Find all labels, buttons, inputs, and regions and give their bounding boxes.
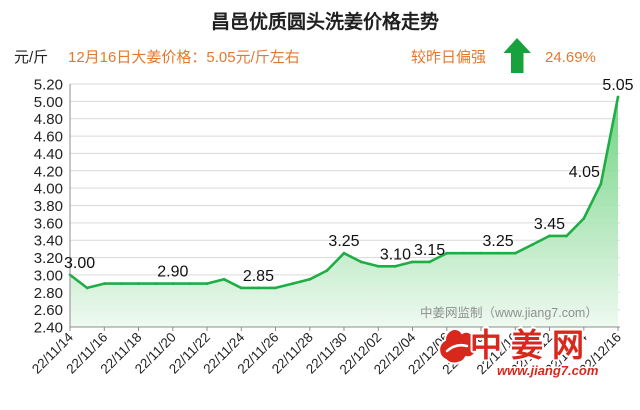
- y-tick-label: 4.20: [34, 163, 63, 180]
- data-point: [120, 282, 123, 285]
- data-point: [85, 286, 89, 290]
- data-point: [411, 260, 414, 264]
- y-tick-label: 4.00: [34, 181, 63, 198]
- y-tick-label: 3.00: [34, 267, 63, 284]
- data-point: [171, 282, 175, 285]
- data-point: [291, 282, 294, 285]
- y-tick-label: 5.20: [34, 77, 63, 94]
- y-tick-label: 4.60: [34, 129, 63, 146]
- data-point: [137, 282, 140, 285]
- data-point: [428, 260, 431, 264]
- data-label: 5.05: [602, 77, 633, 94]
- data-points: [68, 95, 620, 290]
- data-point: [513, 251, 517, 255]
- data-point: [462, 251, 466, 255]
- y-tick-label: 3.60: [34, 215, 63, 232]
- data-point: [531, 243, 534, 247]
- data-label: 3.25: [483, 233, 514, 250]
- y-tick-label: 4.40: [34, 146, 63, 163]
- y-tick-label: 2.60: [34, 302, 63, 319]
- y-tick-label: 5.00: [34, 94, 63, 111]
- data-point: [154, 282, 158, 285]
- data-label: 4.05: [569, 164, 600, 181]
- data-point: [308, 277, 312, 281]
- ginger-logo-icon: [438, 328, 477, 365]
- data-label: 3.15: [414, 242, 445, 259]
- site-logo: 中姜网 www.jiang7.com: [438, 325, 600, 380]
- y-tick-label: 2.40: [34, 320, 63, 337]
- y-axis-unit: 元/斤: [14, 49, 48, 66]
- data-point: [565, 234, 568, 238]
- data-label: 3.25: [328, 233, 359, 250]
- price-note: 12月16日大姜价格：5.05元/斤左右: [68, 49, 300, 66]
- change-percent: 24.69%: [545, 49, 596, 66]
- data-point: [496, 251, 500, 255]
- y-tick-label: 3.80: [34, 198, 63, 215]
- data-point: [479, 251, 483, 255]
- trend-text: 较昨日偏强: [411, 48, 486, 66]
- data-point: [599, 182, 603, 186]
- data-point: [205, 282, 209, 285]
- data-point: [376, 264, 380, 268]
- data-point: [257, 286, 260, 290]
- up-arrow-icon: [503, 38, 531, 73]
- logo-name: 中姜网: [470, 327, 593, 363]
- data-point: [325, 269, 329, 272]
- data-label: 3.10: [380, 246, 411, 263]
- logo-url: www.jiang7.com: [497, 363, 599, 378]
- series-area: [70, 97, 618, 327]
- chart-title: 昌邑优质圆头洗姜价格走势: [211, 10, 439, 33]
- data-point: [548, 234, 551, 238]
- y-tick-labels: 2.402.602.803.003.203.403.603.804.004.20…: [34, 77, 63, 337]
- up-arrow-shape: [503, 38, 531, 73]
- data-point: [239, 286, 243, 290]
- data-labels: 3.00 2.90 2.85 3.25 3.10 3.15 3.25 3.45 4.05 5.05: [64, 77, 634, 285]
- data-point: [342, 251, 346, 255]
- data-point: [394, 264, 397, 268]
- data-label: 3.45: [534, 216, 565, 233]
- data-point: [582, 217, 586, 220]
- data-point: [445, 251, 449, 255]
- y-tick-label: 3.40: [34, 233, 63, 250]
- watermark: 中姜网监制（www.jiang7.com）: [420, 305, 598, 320]
- data-point: [222, 277, 226, 281]
- data-point: [616, 95, 620, 99]
- data-point: [274, 286, 277, 290]
- data-point: [102, 282, 106, 285]
- data-label: 2.90: [157, 264, 188, 281]
- data-point: [188, 282, 192, 285]
- data-label: 2.85: [243, 268, 274, 285]
- y-tick-label: 3.20: [34, 250, 63, 267]
- data-point: [359, 260, 363, 264]
- y-tick-label: 4.80: [34, 111, 63, 128]
- data-label: 3.00: [64, 255, 95, 272]
- y-tick-label: 2.80: [34, 285, 63, 302]
